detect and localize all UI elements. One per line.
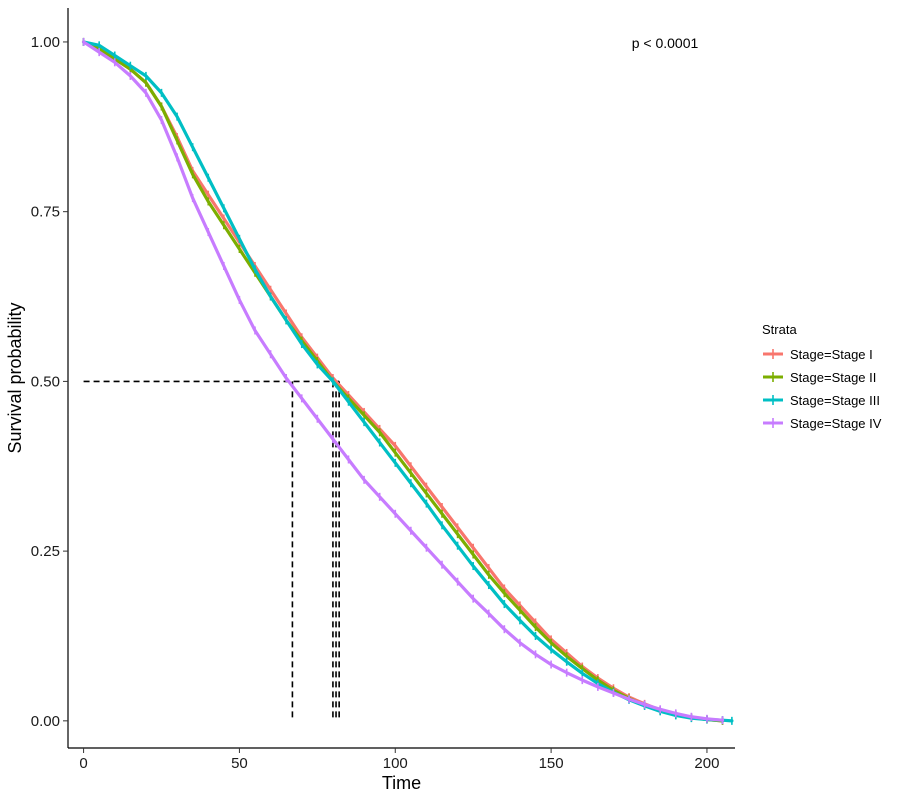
y-tick-label: 0.25 xyxy=(31,543,60,560)
y-axis-title: Survival probability xyxy=(5,302,25,453)
y-tick-label: 0.75 xyxy=(31,204,60,221)
y-tick-label: 0.50 xyxy=(31,373,60,390)
axes xyxy=(67,8,735,749)
x-tick-label: 50 xyxy=(231,755,248,772)
median-lines xyxy=(83,380,340,721)
y-tick-label: 0.00 xyxy=(31,713,60,730)
series-line xyxy=(81,40,725,722)
x-axis-title: Time xyxy=(382,773,421,793)
series-line xyxy=(81,40,725,723)
y-tick-label: 1.00 xyxy=(31,34,60,51)
legend-label: Stage=Stage I xyxy=(790,347,873,362)
legend: Strata Stage=Stage I Stage=Stage II Stage=… xyxy=(762,322,882,431)
x-axis-ticks: 0 50 100 150 200 xyxy=(79,748,719,772)
legend-label: Stage=Stage II xyxy=(790,370,876,385)
series-lines xyxy=(81,37,734,725)
p-value-annotation: p < 0.0001 xyxy=(632,35,699,51)
legend-label: Stage=Stage IV xyxy=(790,416,882,431)
x-tick-label: 150 xyxy=(539,755,564,772)
y-axis-ticks: 0.00 0.25 0.50 0.75 1.00 xyxy=(31,34,68,730)
x-tick-label: 100 xyxy=(383,755,408,772)
legend-label: Stage=Stage III xyxy=(790,393,880,408)
x-tick-label: 0 xyxy=(79,755,87,772)
x-tick-label: 200 xyxy=(694,755,719,772)
legend-title: Strata xyxy=(762,322,797,337)
